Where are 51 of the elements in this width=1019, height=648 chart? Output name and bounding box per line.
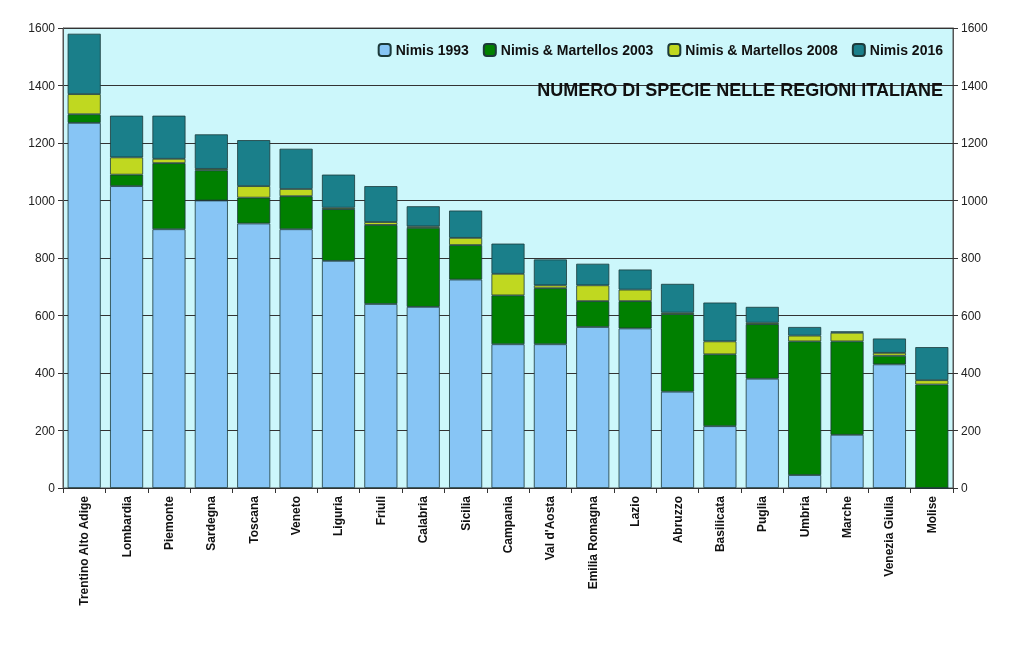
y2-tick-label: 1600 bbox=[961, 21, 989, 35]
y-tick-label: 800 bbox=[34, 251, 56, 265]
x-tick-label: Molise bbox=[924, 495, 939, 534]
legend-label: Nimis 1993 bbox=[395, 42, 470, 58]
bar bbox=[872, 338, 906, 353]
bar bbox=[533, 259, 567, 286]
bar bbox=[915, 384, 949, 488]
x-tick-label: Veneto bbox=[289, 496, 304, 536]
x-tick-label: Piemonte bbox=[161, 495, 176, 551]
legend-label: Nimis & Martellos 2008 bbox=[685, 42, 839, 58]
y-tick-label: 400 bbox=[34, 366, 56, 380]
y2-tick-label: 600 bbox=[961, 308, 982, 323]
y2-tick-label: 1400 bbox=[961, 78, 989, 93]
y2-tick-label: 1000 bbox=[961, 193, 989, 208]
legend-label: Nimis & Martellos 2003 bbox=[500, 42, 654, 58]
y2-tick-label: 400 bbox=[961, 366, 982, 380]
x-tick-label: Lazio bbox=[628, 496, 643, 527]
y2-tick-label: 200 bbox=[961, 423, 982, 438]
x-tick-label: Abruzzo bbox=[670, 496, 685, 544]
x-tick-label: Sardegna bbox=[204, 495, 219, 551]
text: NUMERO DI SPECIE NELLE REGIONI ITALIANE bbox=[537, 80, 944, 100]
bar bbox=[194, 134, 228, 169]
y2-tick-label: 0 bbox=[961, 481, 968, 495]
x-tick-label: Emilia Romagna bbox=[585, 495, 600, 590]
x-tick-label: Venezia Giulia bbox=[882, 495, 897, 577]
y-tick-label: 1200 bbox=[28, 136, 56, 150]
x-tick-label: Val d'Aosta bbox=[543, 495, 558, 561]
bar bbox=[915, 347, 949, 381]
x-tick-label: Puglia bbox=[755, 495, 770, 533]
y-tick-label: 600 bbox=[34, 308, 56, 323]
x-tick-label: Calabria bbox=[416, 495, 431, 544]
y-tick-label: 1600 bbox=[28, 21, 56, 35]
y-tick-label: 1000 bbox=[28, 193, 56, 208]
x-tick-label: Toscana bbox=[246, 495, 261, 544]
legend-label: Nimis 2016 bbox=[869, 42, 944, 58]
x-tick-label: Umbria bbox=[797, 495, 812, 538]
y-tick-label: 1400 bbox=[28, 78, 56, 93]
x-tick-label: Marche bbox=[840, 495, 855, 539]
x-tick-label: Campania bbox=[501, 495, 515, 554]
x-tick-label: Sicilia bbox=[458, 495, 473, 531]
x-tick-label: Lombardia bbox=[119, 495, 134, 558]
x-tick-label: Liguria bbox=[331, 495, 346, 537]
bar bbox=[364, 186, 398, 223]
x-tick-label: Basilicata bbox=[712, 495, 727, 553]
x-tick-label: Friuli bbox=[373, 496, 388, 526]
y-tick-label: 200 bbox=[34, 423, 56, 438]
y2-tick-label: 1200 bbox=[961, 136, 989, 150]
x-tick-label: Trentino Alto Adige bbox=[77, 495, 92, 606]
y-tick-label: 0 bbox=[48, 481, 56, 495]
y2-tick-label: 800 bbox=[961, 251, 982, 265]
bar bbox=[152, 115, 186, 159]
